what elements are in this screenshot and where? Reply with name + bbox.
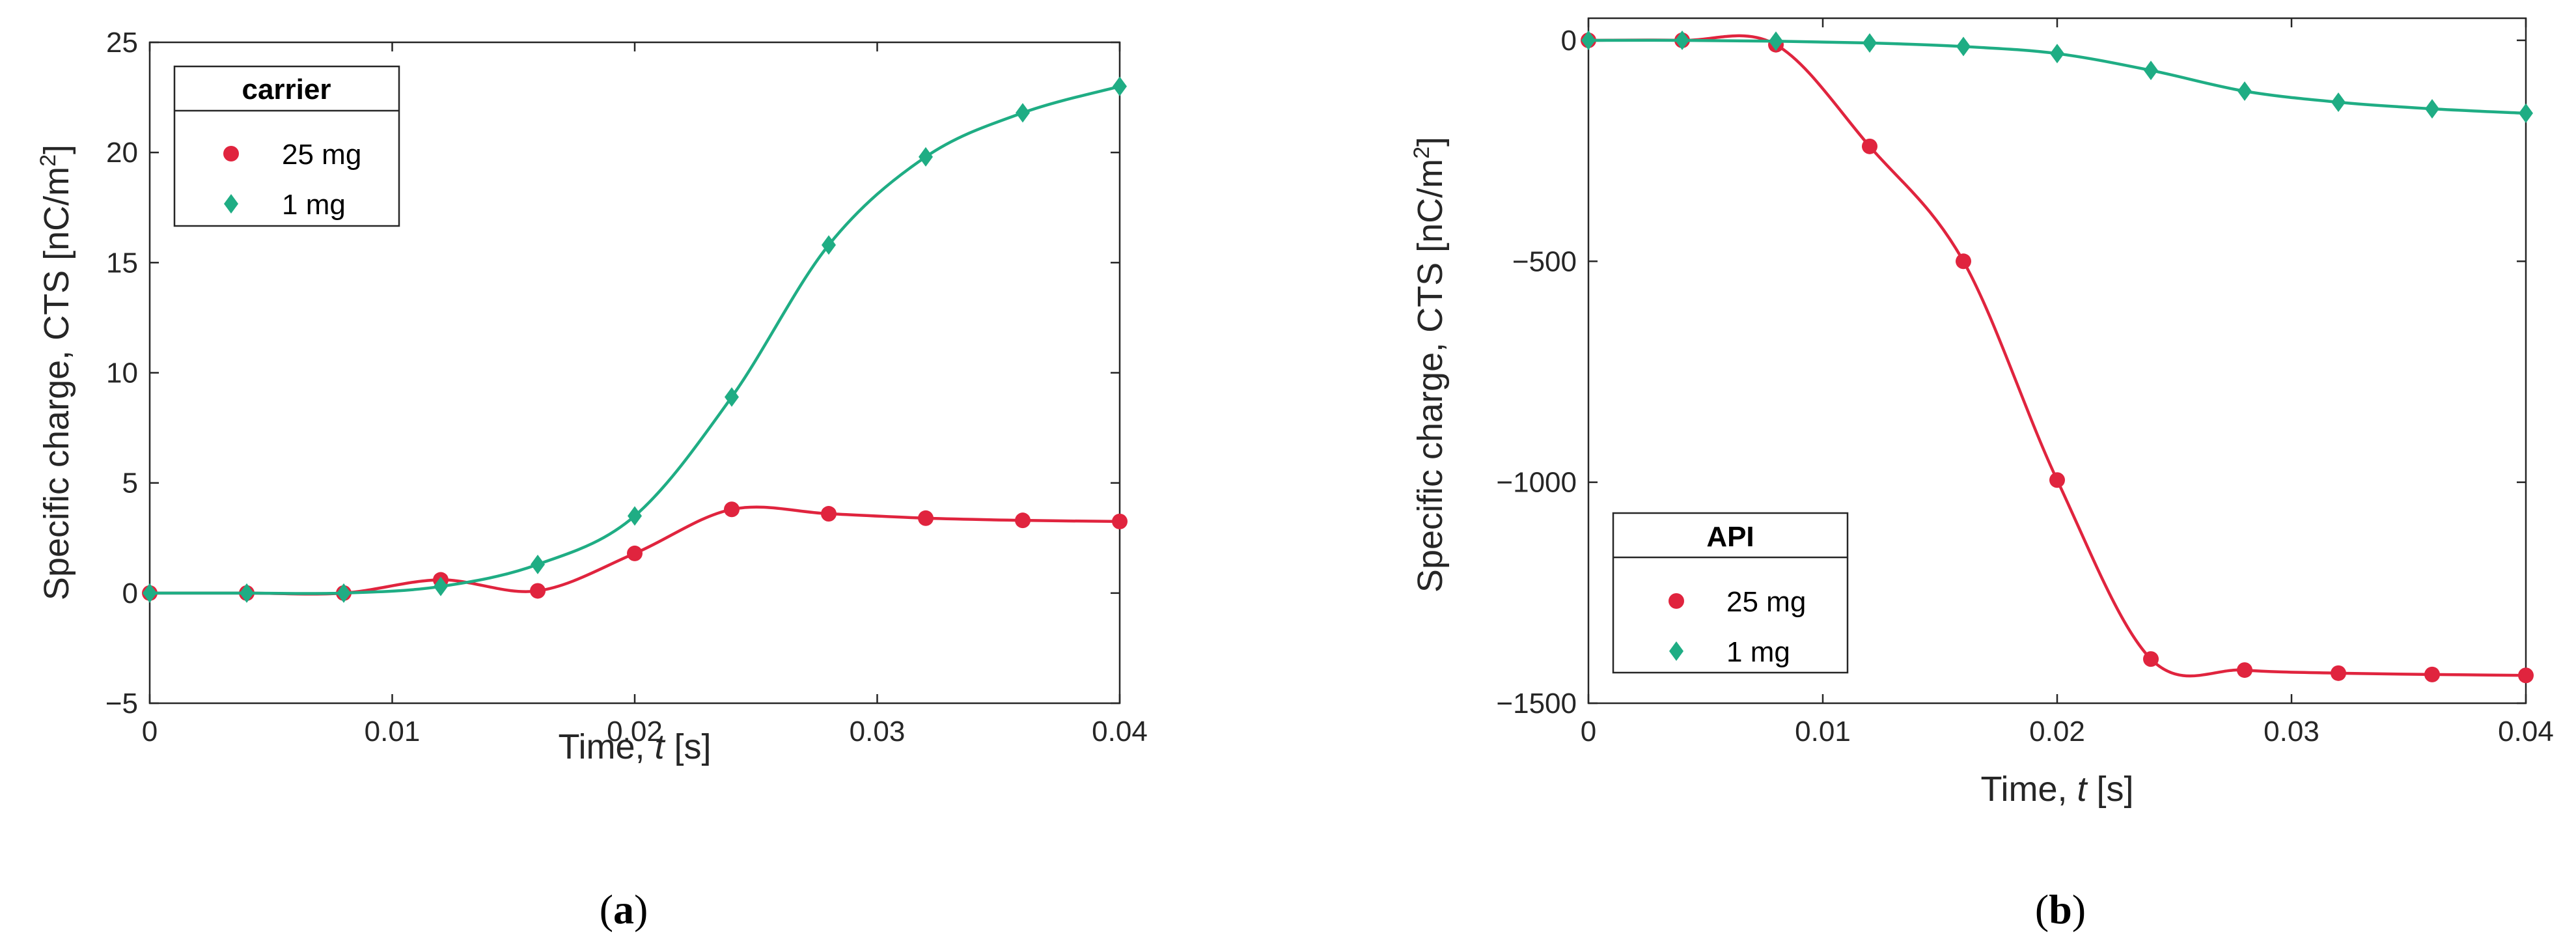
panel-b-legend-label-25mg: 25 mg [1726, 586, 1806, 618]
panel-b-x-tick-label: 0.02 [2029, 716, 2085, 747]
panel-a-data-point-25mg [1112, 513, 1128, 529]
panel-b-data-point-1mg [1956, 36, 1971, 57]
panel-b-caption: (b) [2035, 886, 2086, 932]
panel-a-data-point-1mg [822, 235, 836, 255]
panel-a-y-tick-label: 20 [106, 137, 138, 169]
panel-b-data-point-25mg [1862, 138, 1877, 154]
panel-b-y-tick-label: 0 [1561, 25, 1577, 57]
panel-a-data-point-1mg [337, 583, 351, 603]
panel-a-y-axis: −5 0 5 10 15 20 25 [105, 27, 1120, 719]
panel-b-legend: API 25 mg 1 mg [1612, 512, 1849, 674]
panel-a-series-line-1mg [150, 85, 1120, 595]
panel-b-x-tick-label: 0 [1581, 716, 1596, 747]
panel-a-data-point-1mg [1113, 76, 1127, 96]
panel-a-series-group [142, 76, 1128, 603]
panel-b-y-tick-label: −500 [1512, 245, 1577, 277]
panel-a-caption: (a) [600, 886, 648, 932]
panel-a-x-tick-label: 0 [142, 716, 158, 747]
panel-a-data-point-1mg [143, 583, 157, 603]
panel-a-y-tick-label: 15 [106, 247, 138, 279]
panel-a-x-axis: 0 0.01 0.02 0.03 0.04 [142, 42, 1148, 747]
panel-a-data-point-1mg [919, 147, 933, 167]
panel-b-data-point-25mg [2237, 662, 2252, 678]
panel-b-data-point-25mg [2424, 666, 2440, 682]
panel-b-data-point-1mg [2237, 81, 2252, 101]
panel-b-data-point-25mg [2143, 651, 2159, 667]
panel-b-data-point-25mg [2331, 665, 2346, 681]
panel-a-data-point-1mg [531, 554, 545, 574]
panel-a-data-point-1mg [628, 506, 642, 526]
panel-a-data-point-25mg [821, 506, 837, 522]
panel-a-y-tick-label: 10 [106, 357, 138, 389]
panel-b-chart: 0 0.01 0.02 0.03 0.04 −1500 −1000 −500 0 Time, … [1409, 17, 2554, 932]
panel-b-data-point-1mg [1581, 30, 1596, 50]
panel-a-data-point-25mg [530, 583, 546, 599]
panel-b-y-tick-label: −1000 [1496, 467, 1577, 499]
panel-b-legend-marker-1mg [1669, 641, 1683, 661]
panel-a-legend: carrier 25 mg 1 mg [173, 65, 400, 227]
panel-a-x-axis-title: Time, t [s] [558, 727, 711, 766]
panel-b-y-axis-title: Specific charge, CTS [nC/m2] [1409, 137, 1450, 593]
panel-a-legend-label-1mg: 1 mg [282, 189, 346, 221]
panel-b-x-axis-title: Time, t [s] [1980, 770, 2133, 809]
panel-a-legend-marker-1mg [224, 194, 238, 214]
panel-a-data-point-25mg [724, 501, 740, 518]
panel-b-legend-label-1mg: 1 mg [1726, 636, 1790, 668]
panel-a-data-point-1mg [725, 387, 739, 407]
panel-b-data-point-1mg [2144, 61, 2158, 81]
panel-b-x-tick-label: 0.01 [1795, 716, 1851, 747]
panel-b-data-point-25mg [1956, 253, 1971, 270]
panel-a-data-point-25mg [918, 510, 934, 526]
panel-b-data-point-25mg [2049, 472, 2065, 488]
panel-b-data-point-1mg [2425, 99, 2439, 119]
panel-a-y-axis-title: Specific charge, CTS [nC/m2] [36, 145, 76, 600]
panel-b-y-tick-label: −1500 [1496, 688, 1577, 719]
panel-a-data-point-1mg [434, 576, 448, 596]
panel-a-data-point-25mg [1015, 512, 1031, 529]
panel-b-x-tick-label: 0.04 [2498, 716, 2554, 747]
panel-b-x-tick-label: 0.03 [2264, 716, 2320, 747]
panel-a-y-tick-label: 5 [122, 468, 138, 499]
panel-a-legend-marker-25mg [223, 146, 239, 161]
panel-b-x-axis: 0 0.01 0.02 0.03 0.04 [1581, 18, 2554, 747]
panel-b-data-point-1mg [2050, 44, 2064, 64]
panel-a-x-tick-label: 0.02 [607, 716, 663, 747]
panel-a-y-tick-label: 0 [122, 578, 138, 609]
panel-b-data-point-1mg [1675, 30, 1689, 50]
panel-a-y-tick-label: 25 [106, 27, 138, 59]
panel-a-legend-label-25mg: 25 mg [282, 139, 361, 171]
panel-a-data-point-1mg [240, 583, 254, 603]
panel-b-data-point-1mg [2519, 103, 2533, 123]
panel-a-legend-title: carrier [242, 74, 331, 105]
panel-a-x-tick-label: 0.03 [850, 716, 906, 747]
panel-b-series-group [1581, 30, 2534, 684]
panel-a-x-tick-label: 0.04 [1092, 716, 1148, 747]
panel-b-data-point-1mg [1769, 31, 1783, 51]
panel-b-data-point-1mg [2331, 92, 2346, 112]
panel-b-legend-marker-25mg [1669, 593, 1684, 609]
panel-b-data-point-25mg [2518, 667, 2534, 684]
panel-a-x-tick-label: 0.01 [365, 716, 421, 747]
panel-a-data-point-1mg [1016, 103, 1030, 123]
panel-b-data-point-1mg [1863, 33, 1877, 53]
panel-a-y-tick-label: −5 [105, 688, 138, 719]
panel-a-data-point-25mg [627, 545, 643, 561]
panel-b-legend-title: API [1706, 521, 1754, 553]
